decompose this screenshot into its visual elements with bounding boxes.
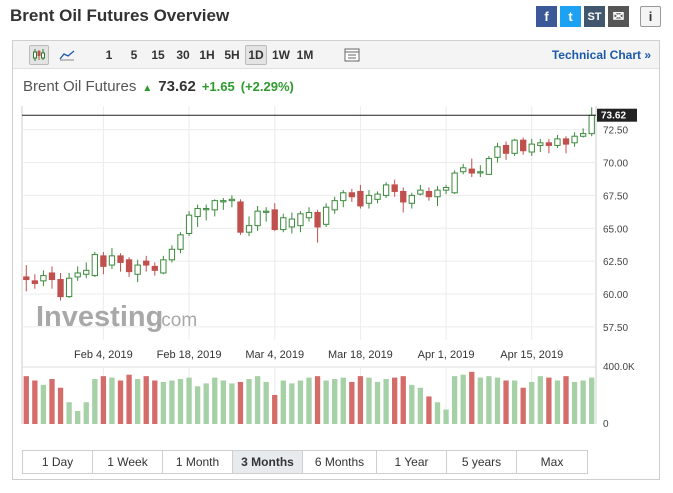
page-title: Brent Oil Futures Overview xyxy=(10,6,230,25)
interval-30[interactable]: 30 xyxy=(176,48,190,62)
interval-15[interactable]: 15 xyxy=(151,48,165,62)
email-icon[interactable]: ✉ xyxy=(608,6,629,27)
range-1-week[interactable]: 1 Week xyxy=(93,451,163,473)
price-change: +1.65 xyxy=(201,79,235,94)
interval-5[interactable]: 5 xyxy=(130,48,138,62)
technical-chart-link[interactable]: Technical Chart » xyxy=(551,48,651,62)
range-3-months[interactable]: 3 Months xyxy=(233,451,303,473)
range-6-months[interactable]: 6 Months xyxy=(303,451,377,473)
candlestick-chart-icon[interactable] xyxy=(29,45,49,65)
twitter-icon[interactable]: t xyxy=(560,6,581,27)
range-max[interactable]: Max xyxy=(517,451,587,473)
up-arrow-icon: ▲ xyxy=(142,83,153,94)
interval-1d[interactable]: 1D xyxy=(245,45,267,65)
last-price: 73.62 xyxy=(158,78,196,95)
chart-toolbar: 1 5 15 30 1H 5H 1D 1W 1M Technical Chart… xyxy=(13,41,659,69)
interval-5h[interactable]: 5H xyxy=(224,48,240,62)
stocktwits-icon[interactable]: ST xyxy=(584,6,605,27)
range-selector: 1 Day 1 Week 1 Month 3 Months 6 Months 1… xyxy=(22,450,588,474)
settings-panel-icon[interactable] xyxy=(341,45,363,65)
interval-1[interactable]: 1 xyxy=(105,48,113,62)
interval-1m[interactable]: 1M xyxy=(296,48,314,62)
quote-line: Brent Oil Futures ▲ 73.62 +1.65 (+2.29%) xyxy=(23,78,294,95)
facebook-icon[interactable]: f xyxy=(536,6,557,27)
interval-1h[interactable]: 1H xyxy=(199,48,215,62)
share-bar: f t ST ✉ xyxy=(536,6,629,27)
instrument-name: Brent Oil Futures xyxy=(23,78,137,95)
chart-panel: 1 5 15 30 1H 5H 1D 1W 1M Technical Chart… xyxy=(12,40,660,480)
price-change-percent: (+2.29%) xyxy=(240,79,294,94)
info-icon[interactable]: i xyxy=(640,6,661,27)
range-5-years[interactable]: 5 years xyxy=(447,451,517,473)
range-1-year[interactable]: 1 Year xyxy=(377,451,447,473)
range-1-month[interactable]: 1 Month xyxy=(163,451,233,473)
range-1-day[interactable]: 1 Day xyxy=(23,451,93,473)
interval-1w[interactable]: 1W xyxy=(272,48,290,62)
area-chart-icon[interactable] xyxy=(57,45,77,65)
